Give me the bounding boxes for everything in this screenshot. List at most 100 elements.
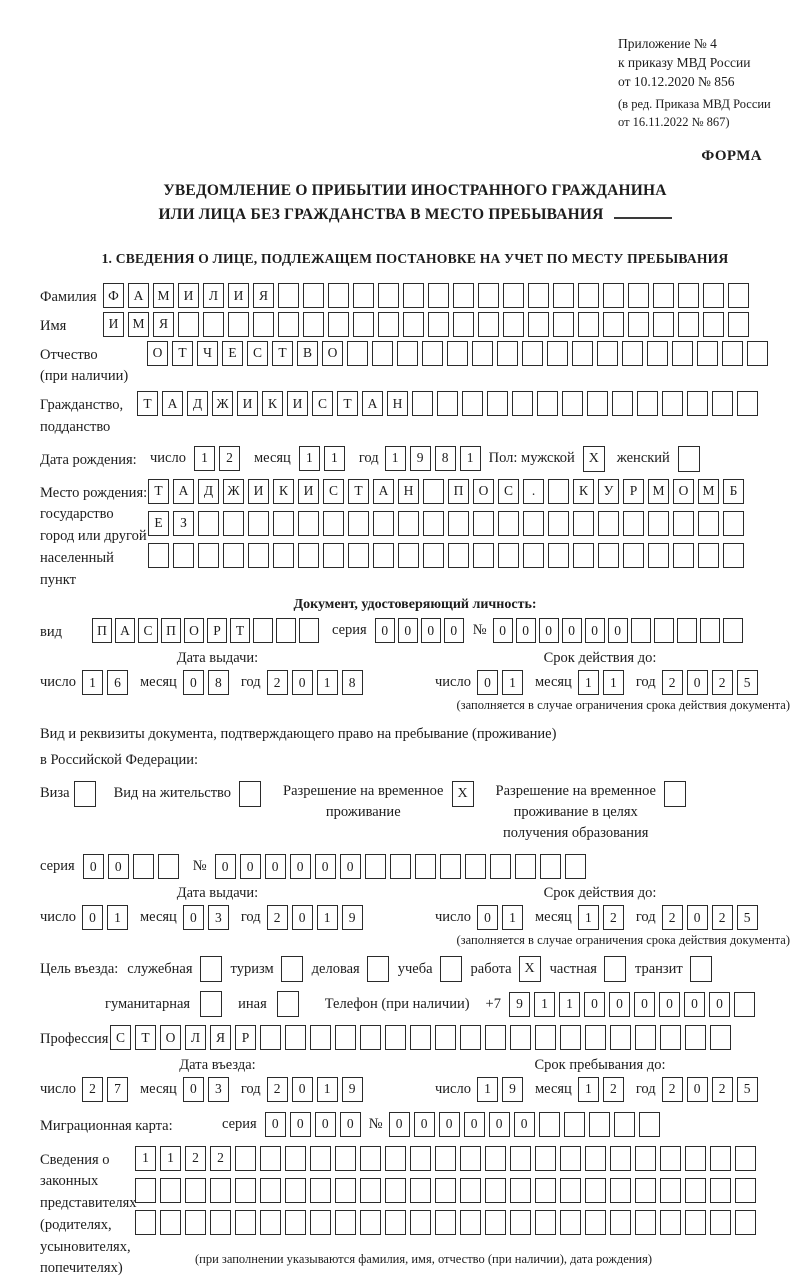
char-cell[interactable] bbox=[310, 1209, 331, 1235]
char-cell[interactable] bbox=[260, 1025, 281, 1051]
char-cell[interactable] bbox=[647, 340, 668, 366]
char-cell[interactable] bbox=[273, 542, 294, 568]
char-cell[interactable] bbox=[603, 283, 624, 308]
char-cell[interactable] bbox=[473, 510, 494, 536]
char-cell[interactable] bbox=[728, 283, 749, 308]
char-cell[interactable]: 0 bbox=[538, 618, 559, 644]
char-cell[interactable] bbox=[348, 542, 369, 568]
char-cell[interactable]: Т bbox=[272, 340, 293, 366]
char-cell[interactable]: П bbox=[92, 618, 112, 644]
char-cell[interactable] bbox=[676, 618, 697, 644]
char-cell[interactable]: К bbox=[273, 478, 294, 504]
char-cell[interactable] bbox=[347, 340, 368, 366]
char-cell[interactable]: 0 bbox=[291, 670, 313, 695]
char-cell[interactable] bbox=[537, 391, 558, 416]
char-cell[interactable] bbox=[335, 1177, 356, 1203]
purpose-business-checkbox[interactable] bbox=[366, 956, 389, 983]
char-cell[interactable] bbox=[328, 283, 349, 308]
char-cell[interactable]: Н bbox=[387, 391, 408, 416]
char-cell[interactable]: 0 bbox=[289, 1111, 311, 1137]
char-cell[interactable] bbox=[503, 311, 524, 337]
char-cell[interactable] bbox=[653, 283, 674, 308]
char-cell[interactable] bbox=[653, 618, 674, 644]
char-cell[interactable]: Т bbox=[348, 478, 369, 504]
char-cell[interactable] bbox=[285, 1025, 306, 1051]
char-cell[interactable]: 9 bbox=[341, 1076, 363, 1102]
char-cell[interactable]: В bbox=[297, 340, 318, 366]
char-cell[interactable] bbox=[448, 542, 469, 568]
char-cell[interactable] bbox=[310, 1177, 331, 1203]
char-cell[interactable] bbox=[335, 1145, 356, 1171]
char-cell[interactable]: И bbox=[298, 478, 319, 504]
char-cell[interactable]: Т bbox=[137, 391, 158, 416]
char-cell[interactable] bbox=[253, 618, 273, 644]
char-cell[interactable] bbox=[723, 510, 744, 536]
char-cell[interactable]: И bbox=[237, 391, 258, 416]
char-cell[interactable] bbox=[673, 510, 694, 536]
char-cell[interactable] bbox=[414, 854, 436, 880]
char-cell[interactable]: 8 bbox=[207, 670, 229, 695]
char-cell[interactable] bbox=[285, 1177, 306, 1203]
char-cell[interactable] bbox=[478, 283, 499, 308]
char-cell[interactable] bbox=[398, 542, 419, 568]
char-cell[interactable]: 0 bbox=[476, 670, 498, 695]
char-cell[interactable] bbox=[248, 510, 269, 536]
char-cell[interactable]: 2 bbox=[266, 1076, 288, 1102]
residence-permit-checkbox[interactable] bbox=[239, 781, 262, 808]
char-cell[interactable]: 1 bbox=[316, 670, 338, 695]
char-cell[interactable] bbox=[598, 542, 619, 568]
edu-residence-checkbox[interactable] bbox=[663, 781, 686, 808]
char-cell[interactable] bbox=[612, 391, 633, 416]
visa-checkbox[interactable] bbox=[73, 781, 96, 808]
char-cell[interactable]: 0 bbox=[81, 905, 103, 931]
char-cell[interactable]: . bbox=[523, 478, 544, 504]
char-cell[interactable]: 0 bbox=[264, 854, 286, 880]
char-cell[interactable] bbox=[678, 311, 699, 337]
char-cell[interactable]: Т bbox=[148, 478, 169, 504]
char-cell[interactable] bbox=[253, 311, 274, 337]
char-cell[interactable]: 0 bbox=[413, 1111, 435, 1137]
char-cell[interactable] bbox=[235, 1209, 256, 1235]
char-cell[interactable]: 0 bbox=[420, 618, 441, 644]
char-cell[interactable]: 1 bbox=[193, 445, 215, 471]
char-cell[interactable]: 0 bbox=[314, 854, 336, 880]
char-cell[interactable] bbox=[528, 311, 549, 337]
char-cell[interactable]: 1 bbox=[476, 1076, 498, 1102]
char-cell[interactable] bbox=[512, 391, 533, 416]
char-cell[interactable] bbox=[660, 1145, 681, 1171]
char-cell[interactable] bbox=[298, 510, 319, 536]
char-cell[interactable] bbox=[223, 542, 244, 568]
char-cell[interactable]: А bbox=[173, 478, 194, 504]
char-cell[interactable] bbox=[628, 283, 649, 308]
char-cell[interactable] bbox=[303, 283, 324, 308]
char-cell[interactable]: 7 bbox=[106, 1076, 128, 1102]
char-cell[interactable]: Ч bbox=[197, 340, 218, 366]
char-cell[interactable] bbox=[572, 340, 593, 366]
char-cell[interactable] bbox=[623, 510, 644, 536]
char-cell[interactable] bbox=[498, 510, 519, 536]
char-cell[interactable] bbox=[603, 311, 624, 337]
char-cell[interactable] bbox=[737, 391, 758, 416]
gender-female-checkbox[interactable] bbox=[677, 445, 700, 472]
char-cell[interactable] bbox=[203, 311, 224, 337]
char-cell[interactable] bbox=[503, 283, 524, 308]
char-cell[interactable] bbox=[547, 340, 568, 366]
char-cell[interactable] bbox=[460, 1177, 481, 1203]
char-cell[interactable] bbox=[630, 618, 651, 644]
char-cell[interactable]: Н bbox=[398, 478, 419, 504]
char-cell[interactable] bbox=[403, 311, 424, 337]
char-cell[interactable]: 2 bbox=[711, 670, 733, 695]
char-cell[interactable] bbox=[710, 1145, 731, 1171]
char-cell[interactable] bbox=[472, 340, 493, 366]
char-cell[interactable]: О bbox=[673, 478, 694, 504]
char-cell[interactable]: 0 bbox=[607, 618, 628, 644]
char-cell[interactable]: 0 bbox=[488, 1111, 510, 1137]
char-cell[interactable] bbox=[687, 391, 708, 416]
char-cell[interactable] bbox=[548, 510, 569, 536]
char-cell[interactable] bbox=[360, 1025, 381, 1051]
char-cell[interactable] bbox=[710, 1209, 731, 1235]
char-cell[interactable] bbox=[735, 1145, 756, 1171]
char-cell[interactable] bbox=[410, 1177, 431, 1203]
char-cell[interactable]: С bbox=[110, 1025, 131, 1051]
char-cell[interactable] bbox=[485, 1177, 506, 1203]
